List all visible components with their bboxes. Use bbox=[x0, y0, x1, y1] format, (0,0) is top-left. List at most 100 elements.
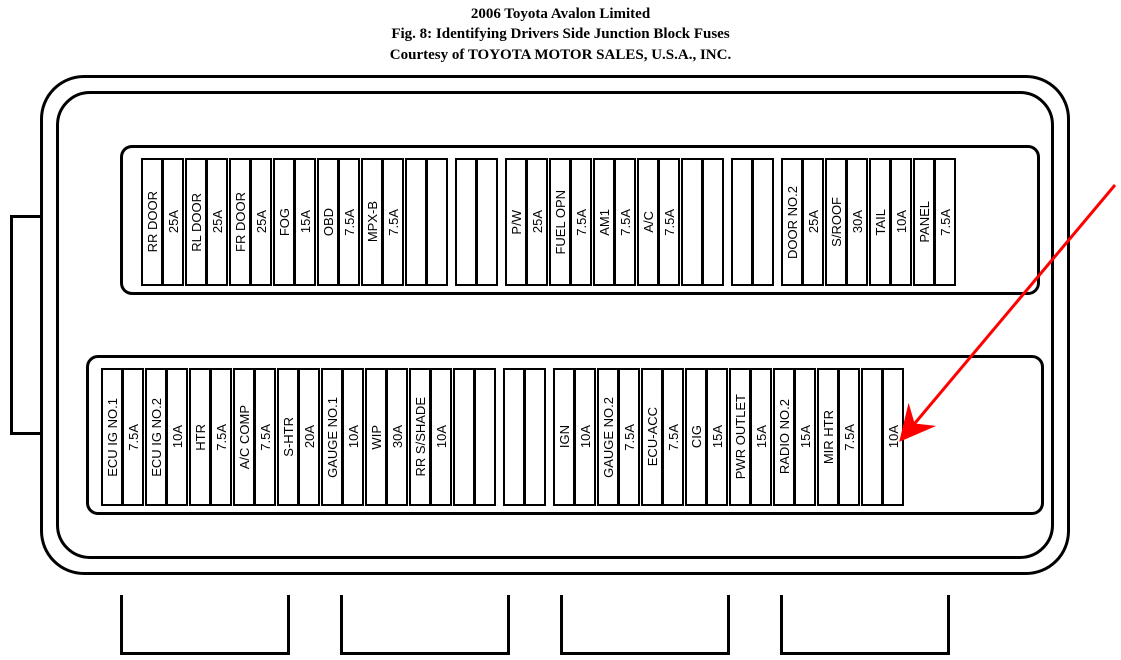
fuse-label: MPX-B bbox=[365, 201, 380, 242]
fuse-label: S/ROOF bbox=[829, 197, 844, 247]
fuse-amp: 15A bbox=[754, 425, 769, 448]
fuse-label-box: CIG bbox=[685, 368, 707, 506]
fuse-amp-box: 20A bbox=[298, 368, 320, 506]
courtesy-line: Courtesy of TOYOTA MOTOR SALES, U.S.A., … bbox=[0, 45, 1121, 65]
fuse-amp-box: 7.5A bbox=[838, 368, 860, 506]
fuse-diagram: RR DOOR25ARL DOOR25AFR DOOR25AFOG15AOBD7… bbox=[0, 65, 1121, 595]
fuse-amp: 10A bbox=[434, 425, 449, 448]
fuse-amp: 7.5A bbox=[618, 209, 633, 236]
fuse-label-box: GAUGE NO.1 bbox=[321, 368, 343, 506]
fuse-label: AM1 bbox=[597, 209, 612, 236]
fuse-label-box bbox=[405, 158, 427, 286]
fuse-label: RL DOOR bbox=[189, 193, 204, 252]
fuse-amp-box: 25A bbox=[206, 158, 228, 286]
fuse-amp: 7.5A bbox=[666, 424, 681, 451]
fuse-amp: 25A bbox=[210, 210, 225, 233]
fuse-label: GAUGE NO.1 bbox=[325, 397, 340, 478]
fuse-amp-box: 15A bbox=[794, 368, 816, 506]
fuse-label-box: ECU-ACC bbox=[641, 368, 663, 506]
fuse-label-box: AM1 bbox=[593, 158, 615, 286]
fuse-label-box: TAIL bbox=[869, 158, 891, 286]
fuse-amp-box bbox=[426, 158, 448, 286]
fuse-amp: 7.5A bbox=[622, 424, 637, 451]
fuse-amp-box: 10A bbox=[430, 368, 452, 506]
fuse-amp-box: 10A bbox=[890, 158, 912, 286]
fuse-amp: 10A bbox=[894, 210, 909, 233]
fuse-label: A/C COMP bbox=[237, 405, 252, 469]
fuse-amp: 15A bbox=[798, 425, 813, 448]
fuse-label-box bbox=[681, 158, 703, 286]
fuse-label: RR S/SHADE bbox=[413, 397, 428, 476]
fuse-label: ECU-ACC bbox=[645, 407, 660, 466]
fuse-amp-box: 7.5A bbox=[122, 368, 144, 506]
fuse-amp-box bbox=[524, 368, 546, 506]
fuse-amp: 25A bbox=[166, 210, 181, 233]
fuse-label: ECU IG NO.1 bbox=[105, 398, 120, 477]
fuse-amp: 7.5A bbox=[938, 209, 953, 236]
fuse-amp-box: 10A bbox=[342, 368, 364, 506]
fuse-label: OBD bbox=[321, 208, 336, 236]
header: 2006 Toyota Avalon Limited Fig. 8: Ident… bbox=[0, 0, 1121, 65]
fuse-label: FUEL OPN bbox=[553, 190, 568, 255]
fuse-amp-box bbox=[474, 368, 496, 506]
fuse-label-box: FOG bbox=[273, 158, 295, 286]
tab bbox=[120, 595, 290, 655]
fuse-amp: 10A bbox=[886, 425, 901, 448]
fuse-label: A/C bbox=[641, 211, 656, 233]
fuse-amp: 7.5A bbox=[386, 209, 401, 236]
fuse-amp: 20A bbox=[302, 425, 317, 448]
fuse-label-box: S-HTR bbox=[277, 368, 299, 506]
fuse-amp-box: 7.5A bbox=[210, 368, 232, 506]
fuse-amp: 10A bbox=[346, 425, 361, 448]
fuse-label-box bbox=[861, 368, 883, 506]
fuse-amp-box: 7.5A bbox=[662, 368, 684, 506]
fuse-amp-box: 7.5A bbox=[382, 158, 404, 286]
fuse-label-box: PANEL bbox=[913, 158, 935, 286]
fuse-label-box: MPX-B bbox=[361, 158, 383, 286]
figure-title: Fig. 8: Identifying Drivers Side Junctio… bbox=[0, 24, 1121, 44]
fuse-amp-box: 7.5A bbox=[614, 158, 636, 286]
fuse-amp-box: 15A bbox=[294, 158, 316, 286]
fuse-label: P/W bbox=[509, 210, 524, 235]
fuse-label: RADIO NO.2 bbox=[777, 399, 792, 474]
fuse-label: HTR bbox=[193, 424, 208, 451]
fuse-label-box bbox=[455, 158, 477, 286]
fuse-label-box: MIR HTR bbox=[817, 368, 839, 506]
fuse-amp-box: 7.5A bbox=[618, 368, 640, 506]
fuse-label-box: IGN bbox=[553, 368, 575, 506]
fuse-label-box: A/C bbox=[637, 158, 659, 286]
fuse-amp-box bbox=[752, 158, 774, 286]
fuse-amp-box: 7.5A bbox=[338, 158, 360, 286]
fuse-label-box: RADIO NO.2 bbox=[773, 368, 795, 506]
fuse-amp: 30A bbox=[390, 425, 405, 448]
fuse-amp: 7.5A bbox=[842, 424, 857, 451]
fuse-label: DOOR NO.2 bbox=[785, 186, 800, 259]
fuse-label: ECU IG NO.2 bbox=[149, 398, 164, 477]
fuse-amp-box: 25A bbox=[526, 158, 548, 286]
fuse-amp-box: 7.5A bbox=[570, 158, 592, 286]
fuse-label: GAUGE NO.2 bbox=[601, 397, 616, 478]
fuse-amp: 7.5A bbox=[342, 209, 357, 236]
fuse-label-box: OBD bbox=[317, 158, 339, 286]
fuse-amp: 7.5A bbox=[662, 209, 677, 236]
fuse-row-2: ECU IG NO.17.5AECU IG NO.210AHTR7.5AA/C … bbox=[86, 355, 1044, 515]
fuse-amp: 25A bbox=[806, 210, 821, 233]
fuse-label-box: ECU IG NO.2 bbox=[145, 368, 167, 506]
fuse-label-box: DOOR NO.2 bbox=[781, 158, 803, 286]
fuse-label: CIG bbox=[689, 425, 704, 448]
fuse-amp-box: 10A bbox=[882, 368, 904, 506]
fuse-amp-box: 7.5A bbox=[934, 158, 956, 286]
fuse-amp-box: 30A bbox=[386, 368, 408, 506]
fuse-amp-box: 7.5A bbox=[254, 368, 276, 506]
fuse-amp-box bbox=[476, 158, 498, 286]
fuse-label: PWR OUTLET bbox=[733, 394, 748, 479]
fuse-label: PANEL bbox=[917, 201, 932, 243]
fuse-label-box bbox=[731, 158, 753, 286]
fuse-amp-box: 25A bbox=[162, 158, 184, 286]
fuse-label-box bbox=[453, 368, 475, 506]
fuse-amp: 15A bbox=[710, 425, 725, 448]
fuse-label: FR DOOR bbox=[233, 192, 248, 252]
fuse-label-box: GAUGE NO.2 bbox=[597, 368, 619, 506]
tab bbox=[780, 595, 950, 655]
fuse-amp: 25A bbox=[254, 210, 269, 233]
